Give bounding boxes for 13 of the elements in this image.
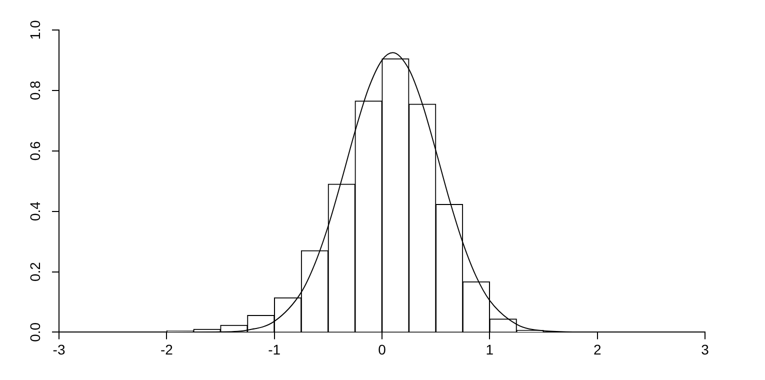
x-tick-label: 1 xyxy=(486,341,494,358)
x-tick-label: -1 xyxy=(268,341,281,358)
y-tick-label: 1.0 xyxy=(26,20,43,40)
x-tick-label: -2 xyxy=(160,341,174,358)
x-tick-label: 3 xyxy=(701,341,710,358)
x-tick-label: -3 xyxy=(52,341,66,358)
x-tick-label: 2 xyxy=(593,341,602,358)
y-tick-label: 0.8 xyxy=(26,80,43,100)
x-tick-label: 0 xyxy=(378,341,386,358)
y-tick-label: 0.0 xyxy=(26,322,43,342)
y-tick-label: 0.6 xyxy=(26,140,43,161)
y-tick-label: 0.2 xyxy=(26,262,43,282)
y-tick-label: 0.4 xyxy=(26,201,43,222)
